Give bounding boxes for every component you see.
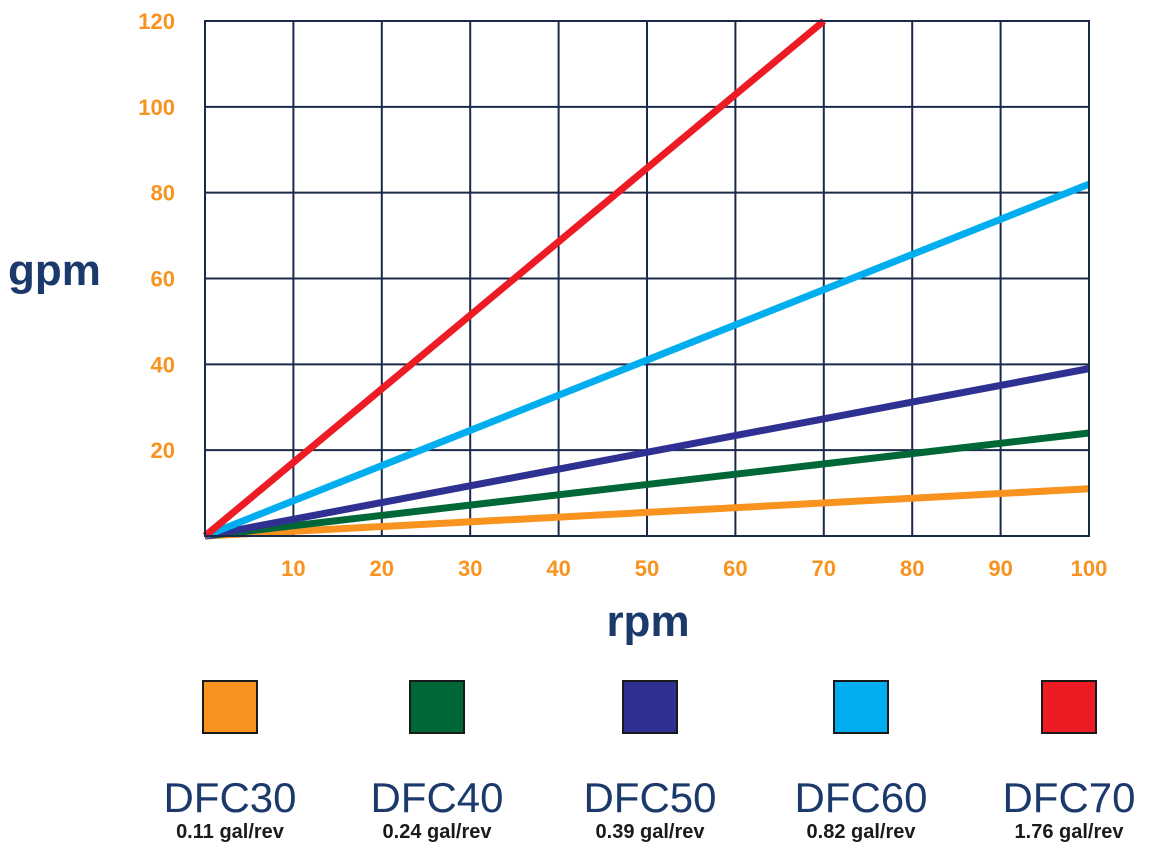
- legend-swatch-dfc30: [202, 680, 258, 734]
- legend-model-dfc30: DFC30: [163, 774, 297, 821]
- x-tick-labels: 10 20 30 40 50 60 70 80 90 100: [281, 556, 1107, 581]
- series-line-dfc60: [203, 180, 1091, 540]
- series-line-dfc40: [204, 429, 1090, 540]
- y-tick-label-20: 20: [151, 438, 175, 463]
- x-tick-label-50: 50: [635, 556, 659, 581]
- legend-item-dfc30: DFC30 0.11 gal/rev: [130, 680, 330, 844]
- series-line-dfc30: [204, 485, 1090, 540]
- legend-item-dfc60: DFC60 0.82 gal/rev: [761, 680, 961, 844]
- y-tick-labels: 20 40 60 80 100 120: [138, 9, 175, 463]
- legend-item-dfc50: DFC50 0.39 gal/rev: [550, 680, 750, 844]
- legend-swatch-dfc40: [409, 680, 465, 734]
- legend-model-dfc70: DFC70: [1002, 774, 1136, 821]
- x-tick-label-70: 70: [812, 556, 836, 581]
- flow-chart: 20 40 60 80 100 120 10 20 30 40 50 60 70 80 90 100 gpm…: [8, 9, 1107, 646]
- series-line-dfc70: [202, 18, 827, 539]
- y-tick-label-100: 100: [138, 95, 175, 120]
- legend-item-dfc70: DFC70 1.76 gal/rev: [969, 680, 1156, 844]
- legend-rate-dfc30: 0.11 gal/rev: [176, 821, 284, 843]
- legend-model-dfc60: DFC60: [794, 774, 928, 821]
- legend-model-dfc50: DFC50: [583, 774, 717, 821]
- legend: DFC30 0.11 gal/rev DFC40 0.24 gal/rev DF…: [0, 680, 1156, 848]
- y-axis-label: gpm: [8, 246, 101, 295]
- legend-swatch-dfc60: [833, 680, 889, 734]
- y-tick-label-60: 60: [151, 267, 175, 292]
- series-line-dfc50: [204, 365, 1090, 540]
- x-axis-label: rpm: [606, 597, 689, 646]
- y-tick-label-40: 40: [151, 352, 175, 377]
- x-tick-label-100: 100: [1071, 556, 1108, 581]
- legend-swatch-dfc70: [1041, 680, 1097, 734]
- x-tick-label-30: 30: [458, 556, 482, 581]
- x-tick-label-80: 80: [900, 556, 924, 581]
- x-tick-label-10: 10: [281, 556, 305, 581]
- legend-rate-dfc60: 0.82 gal/rev: [806, 821, 916, 843]
- legend-item-dfc40: DFC40 0.24 gal/rev: [337, 680, 537, 844]
- plot-area-frame: [204, 20, 1090, 537]
- legend-swatch-dfc50: [622, 680, 678, 734]
- x-tick-label-90: 90: [988, 556, 1012, 581]
- y-tick-label-80: 80: [151, 181, 175, 206]
- legend-rate-dfc50: 0.39 gal/rev: [595, 821, 705, 843]
- x-tick-label-40: 40: [546, 556, 570, 581]
- legend-rate-dfc70: 1.76 gal/rev: [1014, 821, 1124, 843]
- legend-rate-dfc40: 0.24 gal/rev: [382, 821, 492, 843]
- series-lines: [202, 18, 1091, 540]
- y-tick-label-120: 120: [138, 9, 175, 34]
- grid: [205, 21, 1089, 536]
- legend-model-dfc40: DFC40: [370, 774, 504, 821]
- x-tick-label-20: 20: [370, 556, 394, 581]
- x-tick-label-60: 60: [723, 556, 747, 581]
